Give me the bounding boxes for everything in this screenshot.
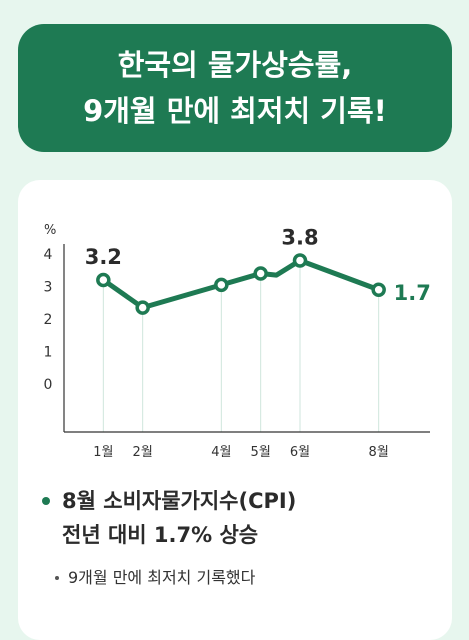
x-tick-label: 8월	[369, 445, 389, 460]
data-point-marker	[292, 253, 308, 268]
data-point-marker	[371, 282, 386, 297]
headline-line-1: 한국의 물가상승률,	[117, 48, 353, 82]
x-tick-label: 5월	[251, 445, 271, 460]
y-axis-unit-label: %	[44, 223, 56, 238]
data-point-marker	[96, 272, 111, 288]
y-tick-label: 2	[44, 312, 53, 328]
series-line	[100, 258, 382, 311]
sub-bullet-text: 9개월 만에 최저치 기록했다	[68, 568, 256, 587]
data-label: 3.2	[85, 245, 122, 269]
headline-banner: 한국의 물가상승률, 9개월 만에 최저치 기록!	[18, 24, 452, 152]
y-tick-label: 4	[44, 247, 53, 263]
headline-line-2: 9개월 만에 최저치 기록!	[83, 94, 387, 128]
data-point-marker	[214, 277, 229, 293]
chart-card	[18, 180, 452, 640]
data-point-marker	[253, 266, 268, 281]
main-bullet-line-1: 8월 소비자물가지수(CPI)	[62, 489, 297, 513]
cpi-line-chart: % 4 3 2 1 0 3.2 3.8 1.7 1월 2월 4월 5월 6월 8월	[44, 223, 431, 460]
sub-bullet: 9개월 만에 최저치 기록했다	[55, 566, 256, 590]
y-tick-label: 3	[44, 280, 53, 296]
main-bullet: 8월 소비자물가지수(CPI) 전년 대비 1.7% 상승	[42, 484, 297, 552]
data-label: 1.7	[394, 281, 431, 305]
y-tick-label: 1	[44, 345, 53, 361]
x-tick-label: 1월	[93, 445, 113, 460]
x-tick-label: 4월	[211, 445, 231, 460]
data-point-marker	[135, 300, 150, 315]
x-tick-label: 2월	[133, 445, 153, 460]
bullet-dot-icon	[42, 497, 50, 505]
sub-bullet-dot-icon	[55, 576, 59, 580]
main-bullet-line-2: 전년 대비 1.7% 상승	[62, 523, 259, 547]
y-tick-label: 0	[44, 377, 53, 393]
data-label: 3.8	[281, 226, 318, 250]
x-tick-label: 6월	[290, 445, 310, 460]
